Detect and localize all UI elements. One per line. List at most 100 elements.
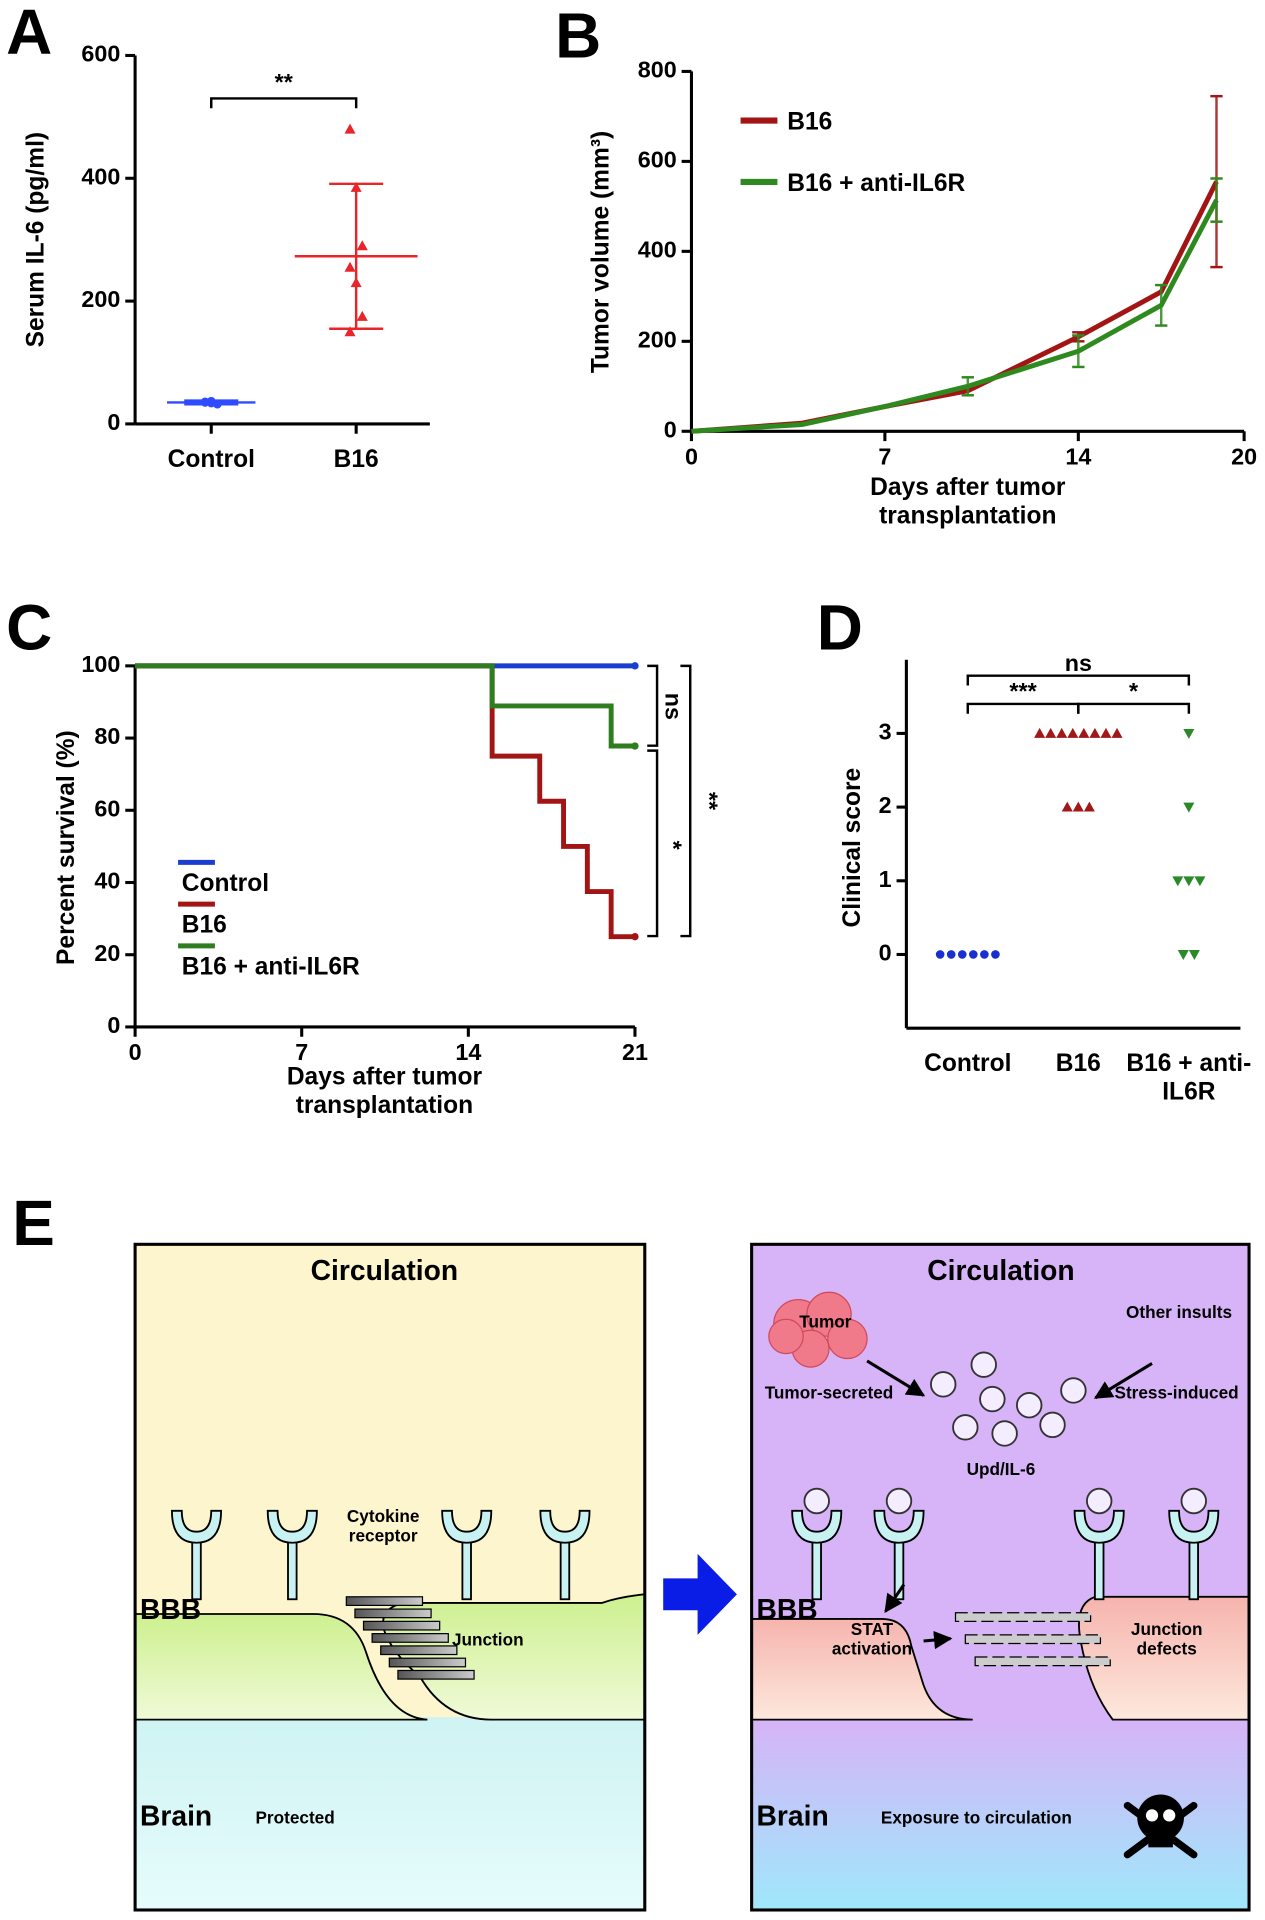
end-point [631, 662, 639, 670]
x-tick-label: 0 [129, 1039, 142, 1065]
y-tick-label: 80 [94, 723, 120, 749]
bound-cytokines [803, 1487, 1207, 1515]
transition-arrow [663, 1553, 737, 1635]
y-axis-label: Tumor volume (mm³) [587, 131, 614, 373]
y-tick-label: 0 [664, 416, 677, 442]
label: Upd/IL-6 [967, 1459, 1036, 1479]
end-point [631, 932, 639, 941]
data-point [1083, 801, 1095, 812]
diagram-right: Circulation Tumor Other insults Tumor-se… [750, 1242, 1251, 1912]
label: Circulation [311, 1254, 458, 1286]
annotation: ns [661, 693, 687, 720]
annotation: ** [275, 69, 294, 95]
series-line [691, 180, 1219, 434]
panel-letter: E [12, 1187, 55, 1259]
label: STAT activation [831, 1618, 913, 1659]
x-tick-label: 7 [878, 443, 891, 469]
x-tick-label: 20 [1231, 443, 1257, 469]
y-tick-label: 200 [81, 286, 120, 312]
label-box: Junction defects [1130, 1618, 1203, 1659]
data-point [1172, 876, 1184, 887]
data-point [935, 950, 945, 959]
label: BBB [140, 1593, 201, 1625]
y-tick-label: 100 [81, 651, 120, 677]
legend-label: B16 + anti-IL6R [787, 170, 965, 197]
legend-label: B16 [182, 912, 227, 939]
x-axis-label: Days after tumor transplantation [286, 1063, 483, 1120]
x-tick-label: 7 [295, 1039, 308, 1065]
annotation: * [661, 841, 687, 851]
x-tick-label: Control [924, 1050, 1012, 1078]
bracket [966, 702, 1080, 714]
data-point [1089, 727, 1101, 738]
y-axis-label: Percent survival (%) [53, 730, 80, 965]
x-tick-label: 0 [685, 443, 698, 469]
y-tick-label: 800 [638, 57, 677, 83]
data-point [344, 326, 356, 337]
y-tick-label: 0 [107, 409, 120, 435]
end-point [631, 742, 639, 750]
data-point [1067, 727, 1079, 738]
x-axis-label: Days after tumor transplantation [870, 474, 1066, 530]
cell [382, 1593, 646, 1721]
data-point [1078, 727, 1090, 738]
data-point [946, 950, 956, 959]
x-tick-label-box: Control [168, 446, 255, 473]
x-tick-label-box: B16 + anti-IL6R [1126, 1050, 1252, 1106]
label: Junction defects [1130, 1618, 1203, 1659]
y-tick-label: 400 [638, 237, 677, 263]
cell [750, 1617, 973, 1721]
data-point [991, 950, 1000, 959]
junction-bars [345, 1596, 475, 1680]
box [750, 1242, 1251, 1912]
label: Tumor-secreted [765, 1383, 894, 1403]
bracket [1077, 702, 1191, 714]
label: Brain [757, 1799, 829, 1831]
cytokines [930, 1351, 1087, 1447]
legend-label: Control [182, 870, 269, 897]
x-axis-label-box: Days after tumor transplantation [286, 1063, 483, 1120]
x-tick-label: B16 [333, 446, 379, 474]
data-point [1177, 950, 1189, 960]
y-tick-label: 60 [94, 795, 120, 821]
x-tick-label-box: B16 [1056, 1050, 1101, 1077]
annotation: ns [1065, 650, 1092, 676]
data-point [1034, 727, 1046, 738]
label: Protected [255, 1808, 334, 1828]
label-box: Other insults [1126, 1302, 1232, 1322]
y-tick-label: 2 [879, 792, 892, 818]
bracket [647, 664, 659, 747]
annotation: * [1129, 678, 1139, 704]
bracket [210, 97, 358, 109]
y-tick-label: 0 [107, 1012, 120, 1038]
label: Brain [140, 1799, 212, 1831]
panel-letter: C [6, 592, 52, 664]
survival-line [135, 663, 635, 940]
x-tick-label: B16 + anti-IL6R [1126, 1050, 1252, 1106]
panel-letter: D [817, 592, 863, 664]
junction-defects [954, 1612, 1111, 1667]
data-point [1100, 727, 1112, 738]
data-point [356, 240, 368, 251]
data-point [344, 123, 356, 134]
y-tick-label: 1 [879, 866, 892, 892]
data-point [1056, 727, 1068, 738]
bracket [680, 664, 692, 938]
data-point [1111, 727, 1123, 738]
data-point [1045, 727, 1057, 738]
panel-letter: B [555, 0, 601, 72]
y-axis-label: Clinical score [839, 768, 866, 928]
x-tick-label-box: B16 [333, 446, 379, 474]
label-box: Cytokine receptor [346, 1505, 420, 1546]
y-tick-label: 0 [879, 940, 892, 966]
data-point [1183, 876, 1195, 887]
series-line [691, 198, 1219, 434]
label: Cytokine receptor [346, 1505, 420, 1546]
annotation: ** [696, 792, 722, 811]
data-point [1194, 876, 1206, 887]
cell [134, 1613, 428, 1721]
skull [1123, 1794, 1198, 1859]
